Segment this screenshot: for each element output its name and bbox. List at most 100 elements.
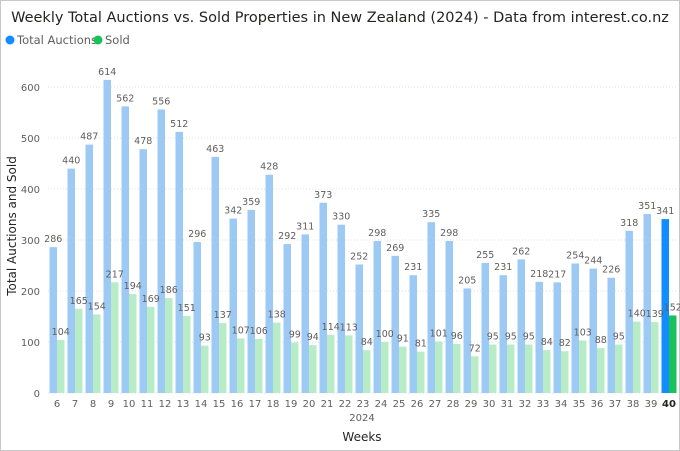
data-label-sold: 82 [559, 338, 571, 349]
bar-total-auctions[interactable] [121, 106, 130, 393]
x-tick-label: 11 [141, 399, 154, 410]
bar-sold[interactable] [255, 338, 263, 393]
data-label-sold: 169 [142, 294, 160, 305]
bar-sold[interactable] [273, 322, 281, 393]
bar-sold[interactable] [165, 298, 173, 393]
bar-sold[interactable] [183, 315, 191, 393]
bar-total-auctions[interactable] [85, 144, 94, 393]
bar-total-auctions[interactable] [445, 241, 454, 393]
bar-sold[interactable] [615, 344, 623, 393]
legend[interactable]: Total Auctions Sold [5, 33, 130, 47]
bar-total-auctions[interactable] [517, 259, 526, 393]
bar-sold[interactable] [507, 344, 515, 393]
bar-sold[interactable] [363, 350, 371, 393]
data-label-sold: 152 [664, 302, 680, 313]
bar-total-auctions[interactable] [661, 219, 670, 393]
x-tick-label: 32 [519, 399, 532, 410]
data-labels: 286 104 440 165 487 154 614 217 562 194 478 169 556 1… [44, 67, 680, 354]
bar-total-auctions[interactable] [589, 268, 598, 393]
data-label-total-auctions: 231 [404, 262, 422, 273]
bar-sold[interactable] [309, 345, 317, 393]
bar-total-auctions[interactable] [301, 234, 310, 393]
bar-total-auctions[interactable] [499, 275, 508, 393]
x-axis-year-label: 2024 [349, 413, 374, 424]
bar-sold[interactable] [471, 356, 479, 393]
bar-total-auctions[interactable] [139, 149, 148, 393]
data-label-total-auctions: 373 [314, 190, 332, 201]
bar-sold[interactable] [489, 344, 497, 393]
bar-total-auctions[interactable] [283, 244, 292, 393]
bar-total-auctions[interactable] [229, 218, 238, 393]
bar-sold[interactable] [453, 344, 461, 393]
bars [49, 79, 677, 394]
x-tick-label: 6 [54, 399, 60, 410]
bar-total-auctions[interactable] [409, 275, 418, 393]
bar-sold[interactable] [597, 348, 605, 393]
bar-total-auctions[interactable] [265, 174, 274, 393]
bar-sold[interactable] [399, 346, 407, 393]
bar-total-auctions[interactable] [337, 224, 346, 393]
x-tick-label: 16 [231, 399, 244, 410]
chart-title: Weekly Total Auctions vs. Sold Propertie… [11, 10, 669, 26]
bar-sold[interactable] [201, 345, 209, 393]
bar-total-auctions[interactable] [103, 79, 112, 394]
bar-total-auctions[interactable] [319, 202, 328, 393]
bar-total-auctions[interactable] [193, 242, 202, 393]
bar-total-auctions[interactable] [373, 241, 382, 393]
bar-total-auctions[interactable] [175, 131, 184, 393]
bar-sold[interactable] [291, 342, 299, 393]
bar-total-auctions[interactable] [67, 168, 76, 393]
bar-total-auctions[interactable] [571, 263, 580, 393]
bar-sold[interactable] [75, 308, 83, 393]
legend-marker-total-auctions [5, 35, 15, 45]
data-label-sold: 88 [595, 335, 607, 346]
bar-total-auctions[interactable] [157, 109, 166, 393]
bar-total-auctions[interactable] [463, 288, 472, 393]
bar-total-auctions[interactable] [427, 222, 436, 393]
bar-total-auctions[interactable] [643, 213, 652, 393]
data-label-total-auctions: 351 [638, 201, 656, 212]
legend-label-total-auctions: Total Auctions [16, 33, 97, 47]
bar-sold[interactable] [237, 338, 245, 393]
data-label-total-auctions: 255 [476, 250, 494, 261]
bar-sold[interactable] [327, 334, 335, 393]
data-label-sold: 151 [178, 303, 196, 314]
bar-total-auctions[interactable] [211, 156, 220, 393]
bar-total-auctions[interactable] [625, 230, 634, 393]
bar-total-auctions[interactable] [247, 209, 256, 393]
data-label-sold: 95 [505, 332, 517, 343]
bar-total-auctions[interactable] [607, 277, 616, 393]
bar-sold[interactable] [579, 340, 587, 393]
data-label-sold: 186 [160, 285, 178, 296]
x-axis-title: Weeks [342, 430, 381, 444]
bar-total-auctions[interactable] [481, 262, 490, 393]
bar-sold[interactable] [219, 323, 227, 393]
bar-sold[interactable] [129, 294, 137, 393]
y-axis-ticks: 0 100 200 300 400 500 600 [21, 83, 40, 400]
data-label-total-auctions: 254 [566, 250, 584, 261]
x-tick-label: 13 [177, 399, 190, 410]
bar-sold[interactable] [93, 314, 101, 393]
bar-sold[interactable] [57, 339, 65, 393]
bar-sold[interactable] [147, 306, 155, 393]
bar-sold[interactable] [543, 350, 551, 393]
bar-total-auctions[interactable] [391, 255, 400, 393]
bar-sold[interactable] [651, 322, 659, 393]
bar-total-auctions[interactable] [553, 282, 562, 393]
bar-sold[interactable] [561, 351, 569, 393]
data-label-sold: 139 [646, 309, 664, 320]
bar-sold[interactable] [633, 321, 641, 393]
bar-total-auctions[interactable] [49, 247, 58, 393]
bar-total-auctions[interactable] [355, 264, 364, 393]
bar-sold[interactable] [669, 315, 677, 393]
data-label-sold: 138 [268, 310, 286, 321]
x-tick-label: 34 [555, 399, 568, 410]
bar-sold[interactable] [525, 344, 533, 393]
bar-sold[interactable] [381, 342, 389, 393]
bar-sold[interactable] [345, 335, 353, 393]
bar-sold[interactable] [417, 351, 425, 393]
bar-total-auctions[interactable] [535, 281, 544, 393]
bar-sold[interactable] [111, 282, 119, 393]
y-tick-label: 400 [21, 185, 40, 196]
bar-sold[interactable] [435, 341, 443, 393]
